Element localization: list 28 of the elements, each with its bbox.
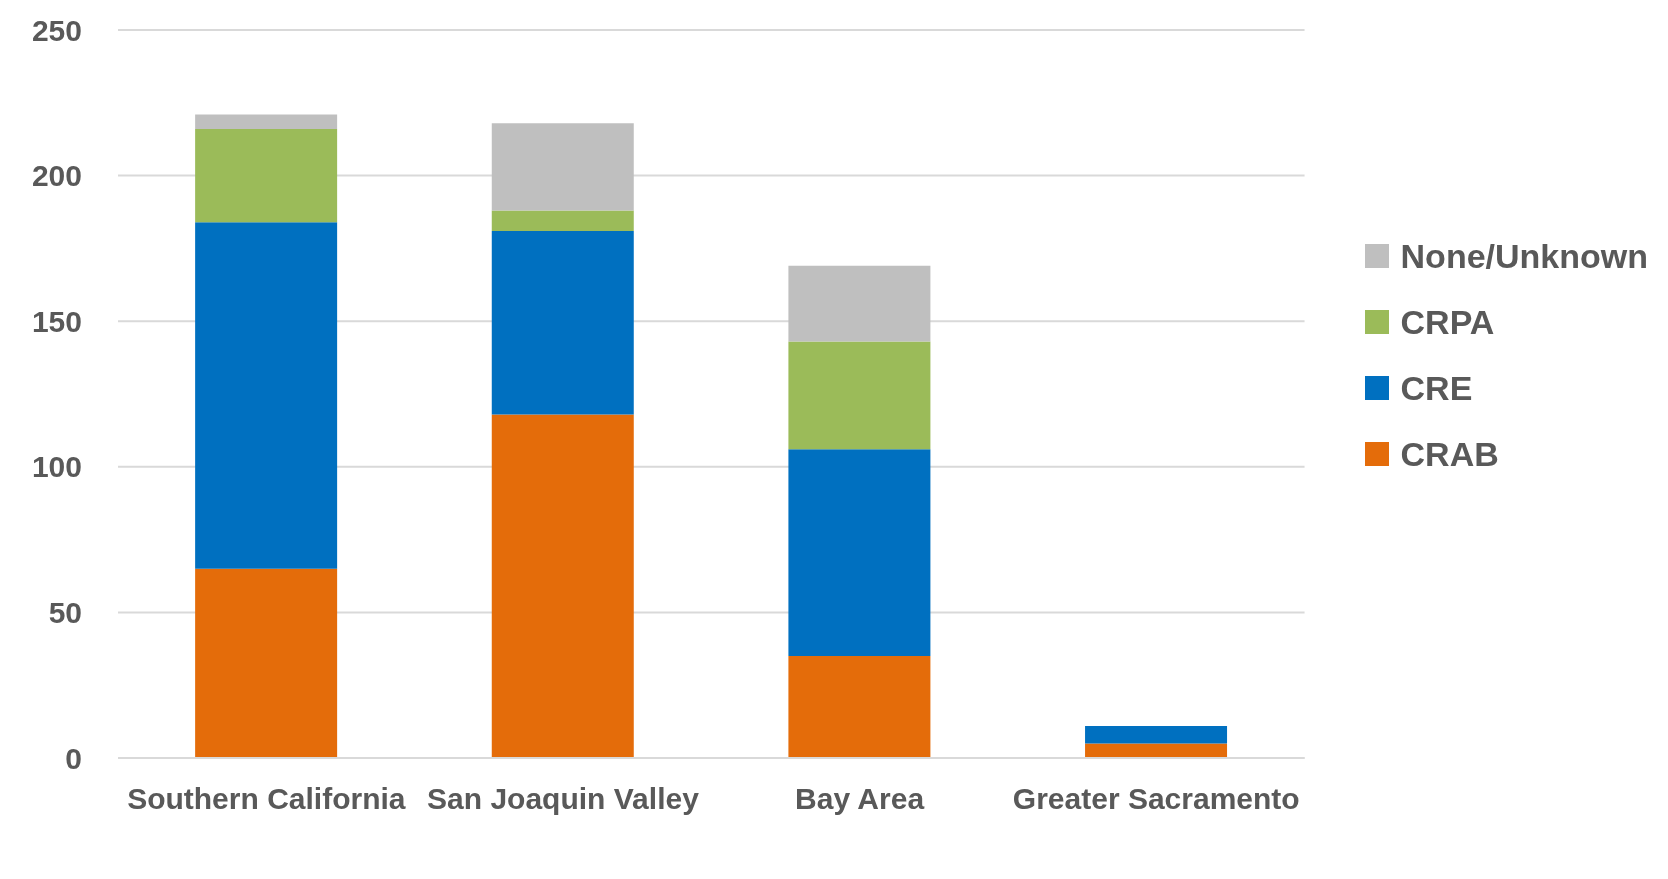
y-tick-label: 200 [31,159,82,193]
legend-label: CRE [1400,368,1473,408]
x-tick-label: San Joaquin Valley [427,782,700,816]
bar [195,222,338,569]
bar [195,568,338,758]
legend-label: None/Unknown [1400,236,1648,276]
x-tick-label: Southern California [127,782,406,816]
bar [1085,743,1228,758]
bar [1085,725,1228,744]
y-tick-label: 100 [31,450,82,484]
bar [491,210,634,231]
bar [491,414,634,758]
bar [491,123,634,211]
y-tick-label: 250 [31,13,82,47]
bar [788,341,931,450]
y-tick-label: 50 [48,596,82,630]
x-tick-label: Bay Area [795,782,925,816]
x-tick-label: Greater Sacramento [1012,782,1300,816]
bar [788,449,931,657]
bar [195,114,338,130]
bar [491,230,634,415]
y-tick-label: 150 [31,304,82,338]
bar [788,265,931,342]
legend-label: CRPA [1400,302,1495,342]
bar [195,129,338,223]
legend-label: CRAB [1400,434,1499,474]
bar [788,656,931,758]
y-tick-label: 0 [65,741,82,775]
